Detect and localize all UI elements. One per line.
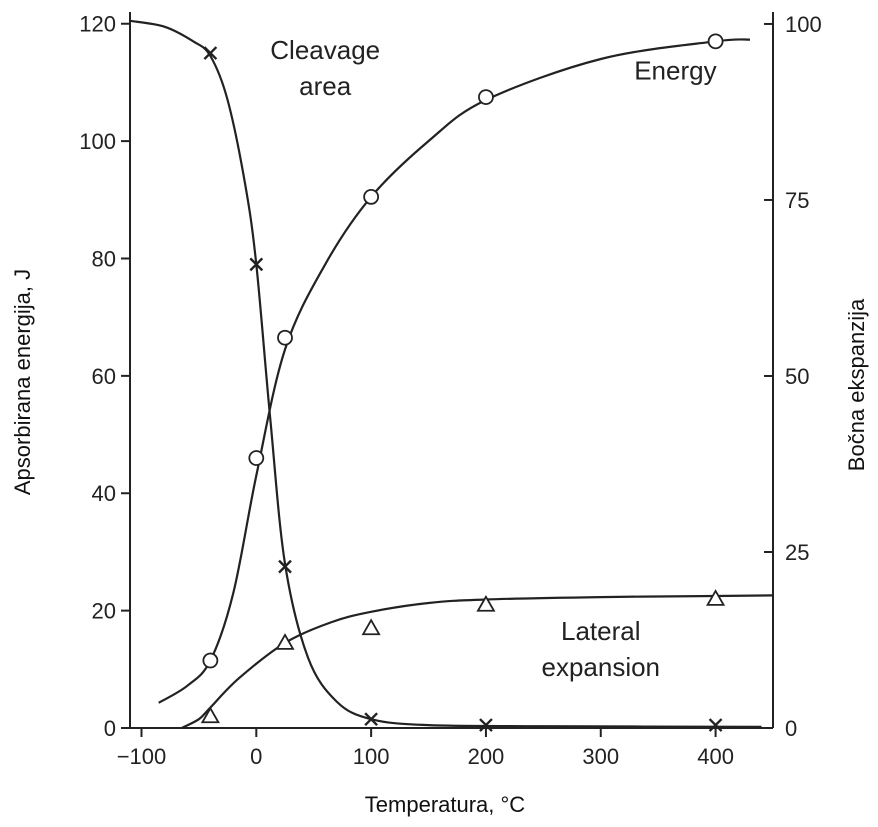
point-cleavage-area [278,559,292,574]
y-left-tick-label: 120 [79,12,116,37]
x-tick-label: 200 [468,744,505,769]
point-cleavage-area [479,718,493,732]
x-tick-label: 400 [697,744,734,769]
x-axis-title: Temperatura, °C [365,792,526,817]
point-lateral-expansion [706,589,726,606]
point-cleavage-area [364,712,378,727]
point-energy [363,188,380,205]
y-right-tick-label: 75 [785,188,809,213]
point-lateral-expansion [275,633,295,650]
y-left-tick-label: 100 [79,129,116,154]
y-left-tick-label: 60 [92,364,116,389]
point-energy [478,89,494,105]
y-left-tick-label: 80 [92,246,116,271]
x-tick-label: 300 [582,744,619,769]
point-cleavage-area [708,718,723,732]
y-right-tick-label: 25 [785,540,809,565]
x-tick-label: 0 [250,744,262,769]
y-left-tick-label: 20 [92,599,116,624]
point-energy [277,329,293,346]
point-cleavage-area [249,257,264,272]
point-lateral-expansion [476,594,496,612]
y-left-tick-label: 0 [104,716,116,741]
series-line-energy [158,38,751,704]
annotation-energy: Energy [634,55,716,85]
series-line-lateral-expansion [181,594,774,729]
annotation-cleavage-area: Cleavage area [270,35,380,101]
point-energy [248,450,265,466]
x-tick-label: −100 [117,744,167,769]
annotation-lateral-expansion: Lateral expansion [541,616,660,682]
y-axis-title-right: Bočna ekspanzija [844,298,869,471]
y-right-tick-label: 100 [785,12,822,37]
y-right-tick-label: 0 [785,716,797,741]
point-energy [202,652,219,669]
x-tick-label: 100 [353,744,390,769]
y-left-tick-label: 40 [92,481,116,506]
point-cleavage-area [203,46,218,60]
point-lateral-expansion [200,706,220,724]
y-right-tick-label: 50 [785,364,809,389]
point-lateral-expansion [361,618,381,636]
point-energy [707,33,724,50]
y-axis-title-left: Apsorbirana energija, J [10,269,35,495]
